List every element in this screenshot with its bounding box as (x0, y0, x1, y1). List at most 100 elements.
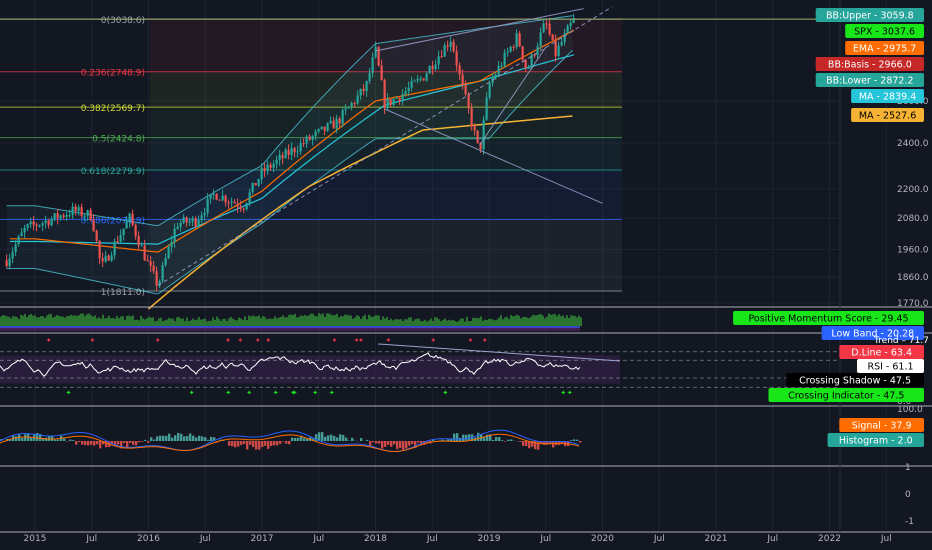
momentum-bar (230, 316, 232, 326)
momentum-bar (22, 315, 24, 326)
momentum-bar (446, 320, 448, 326)
fib-level-label: 0.786(2074.9) (81, 217, 145, 227)
candle-body (98, 240, 101, 259)
candle-body (362, 88, 365, 91)
momentum-bar (330, 314, 332, 326)
trendlines[interactable] (157, 6, 613, 286)
macd-histogram-bar (522, 441, 525, 446)
macd-histogram-bar (87, 441, 90, 446)
candle-body (38, 225, 41, 227)
macd-tick-label: -1 (905, 517, 914, 527)
momentum-bar (524, 316, 526, 326)
momentum-bar (576, 317, 578, 326)
macd-histogram-bar (279, 441, 282, 444)
macd-histogram-bar (273, 441, 276, 446)
macd-histogram-bar (486, 434, 489, 441)
momentum-bar (122, 316, 124, 326)
macd-histogram-bar (9, 439, 12, 441)
momentum-bar (510, 315, 512, 326)
candle-body (407, 87, 410, 92)
momentum-bar (552, 314, 554, 326)
macd-histogram-bar (399, 441, 402, 449)
x-tick-label: 2019 (478, 534, 501, 544)
candle-body (530, 54, 533, 68)
momentum-bar (370, 316, 372, 326)
candle-body (299, 143, 302, 152)
momentum-bar (156, 320, 158, 326)
candle-body (227, 202, 230, 204)
momentum-bar (40, 316, 42, 326)
rsi-label-bg (839, 345, 924, 359)
candle-body (146, 260, 149, 262)
momentum-bar (124, 319, 126, 326)
momentum-bar (410, 317, 412, 326)
momentum-bar (546, 316, 548, 326)
macd-histogram-bar (339, 434, 342, 441)
macd-histogram-bar (153, 439, 156, 441)
candle-body (221, 195, 224, 201)
macd-histogram-bar (543, 441, 546, 445)
macd-histogram-bar (576, 439, 579, 441)
macd-histogram-bar (381, 441, 384, 449)
momentum-bar (132, 315, 134, 326)
momentum-bar (144, 319, 146, 326)
momentum-bar (340, 315, 342, 326)
momentum-bar (450, 320, 452, 326)
candle-body (272, 163, 275, 168)
momentum-bar (542, 315, 544, 326)
candle-body (254, 182, 257, 186)
macd-histogram-bar (441, 439, 444, 441)
momentum-label-bg (733, 311, 924, 325)
momentum-bar (384, 318, 386, 326)
momentum-bar (328, 313, 330, 326)
macd-tick-label: 0 (905, 490, 911, 500)
fib-level-label: 0.618(2279.9) (81, 167, 145, 177)
momentum-bar (80, 313, 82, 326)
x-tick-label: 2015 (24, 534, 47, 544)
momentum-bar (190, 320, 192, 326)
candle-body (410, 81, 413, 88)
candle-body (353, 103, 356, 105)
momentum-bar (272, 318, 274, 326)
macd-histogram-bar (303, 438, 306, 441)
macd-histogram-bar (507, 439, 510, 441)
macd-histogram-bar (195, 437, 198, 441)
candle-body (206, 198, 209, 213)
momentum-bar (88, 313, 90, 326)
momentum-bar (412, 321, 414, 326)
candle-body (497, 65, 500, 75)
momentum-bar (352, 318, 354, 326)
rsi-pane: ✦ ✦✦ ✦✦ ✦✦✦ ✦✦✦ ✦ ✦✦ ✦ ✦✦ ✦✦✦ ✦✦ ✦✦✦✦ (0, 337, 840, 397)
macd-histogram-bar (117, 441, 120, 445)
macd-histogram-bar (267, 441, 270, 449)
momentum-bar (346, 314, 348, 326)
candle-body (14, 244, 17, 252)
momentum-bar (244, 316, 246, 326)
rsi-label-text: Crossing Indicator - 47.5 (788, 391, 904, 402)
candle-body (557, 45, 560, 57)
momentum-bar (504, 317, 506, 326)
legend-label: SPX - 3037.6 (845, 24, 924, 38)
momentum-bar (324, 316, 326, 326)
momentum-bar (150, 317, 152, 326)
momentum-bar (404, 319, 406, 326)
macd-histogram-bar (126, 441, 129, 448)
momentum-bar (82, 313, 84, 326)
macd-histogram-bar (123, 441, 126, 444)
momentum-bar (480, 316, 482, 326)
momentum-bar (496, 319, 498, 326)
macd-histogram-bar (510, 439, 513, 441)
candle-body (161, 264, 164, 281)
candle-body (413, 80, 416, 82)
momentum-bar (172, 318, 174, 326)
candle-body (566, 25, 569, 34)
macd-histogram-bar (336, 437, 339, 441)
momentum-bar (442, 319, 444, 326)
candle-body (239, 206, 242, 209)
momentum-bar (296, 317, 298, 326)
legend-label-text: MA - 2527.6 (859, 111, 916, 122)
macd-histogram-bar (69, 439, 72, 441)
momentum-bar (380, 319, 382, 326)
candle-body (419, 78, 422, 80)
